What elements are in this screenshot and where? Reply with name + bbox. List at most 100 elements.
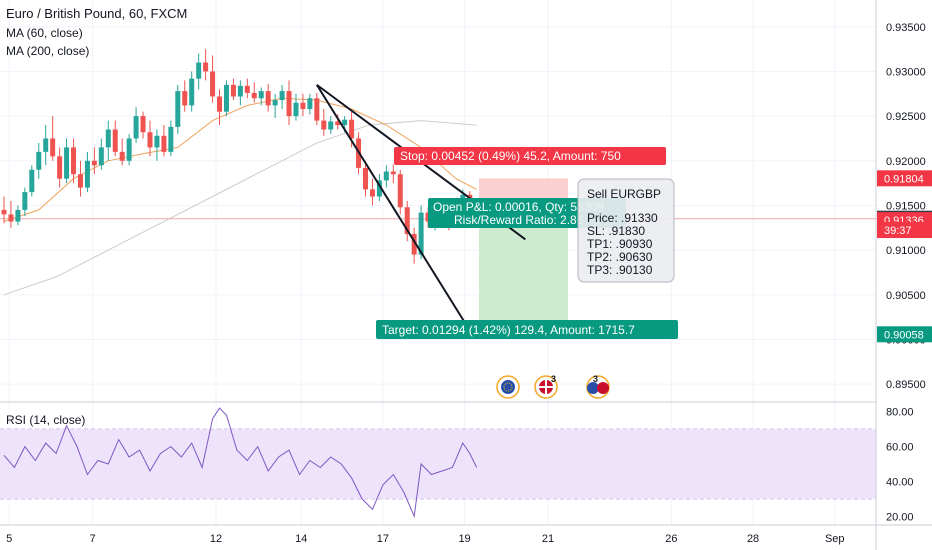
candle-body — [29, 169, 35, 193]
pnl-tag-text: Open P&L: 0.00016, Qty: 55309 — [433, 200, 604, 214]
price-axis[interactable]: 0.93500 0.93000 0.92500 0.92000 0.91500 0.910… — [886, 22, 926, 391]
event-count: 3 — [551, 374, 556, 384]
candle-body — [258, 91, 264, 99]
candle-body — [112, 129, 118, 152]
time-tick-label: Sep — [825, 533, 845, 545]
price-tick-label: 0.93000 — [886, 66, 926, 78]
time-tick-label: 21 — [542, 533, 554, 545]
candle-body — [369, 189, 375, 197]
candle-body — [91, 160, 97, 166]
price-badge-label: 0.91804 — [884, 173, 924, 185]
event-uk[interactable]: 3 — [534, 374, 558, 399]
candle-body — [168, 126, 174, 152]
note-line-3: SL: .91830 — [587, 224, 645, 238]
ma200-line — [3, 120, 477, 296]
candle-body — [300, 102, 306, 109]
candle-body — [383, 171, 389, 181]
candle-body — [390, 171, 396, 175]
candle-body — [154, 135, 160, 148]
candle-body — [57, 156, 63, 179]
candle-body — [147, 132, 153, 148]
ma200-legend[interactable]: MA (200, close) — [6, 44, 89, 58]
candle-body — [223, 84, 229, 112]
uk-flag-disc — [597, 382, 609, 394]
candle-body — [286, 91, 292, 117]
candle-body — [8, 214, 14, 222]
candle-body — [349, 119, 355, 139]
candle-body — [265, 91, 271, 106]
event-count: 3 — [593, 374, 598, 384]
rr-tag-text: Risk/Reward Ratio: 2.86 — [454, 213, 584, 227]
candle-body — [84, 160, 90, 188]
time-tick-label: 26 — [665, 533, 677, 545]
price-tick-label: 0.89500 — [886, 379, 926, 391]
candle-body — [411, 234, 417, 255]
price-tick-label: 0.91500 — [886, 200, 926, 212]
price-tick-label: 0.92500 — [886, 111, 926, 123]
time-tick-label: 14 — [295, 533, 307, 545]
pnl-tag[interactable]: Open P&L: 0.00016, Qty: 55309 Risk/Rewar… — [428, 198, 626, 228]
price-badge — [877, 170, 932, 187]
note-line-2: Price: .91330 — [587, 211, 658, 225]
time-tick-label: 5 — [6, 533, 12, 545]
price-badge-label: 0.90058 — [884, 329, 924, 341]
eu-flag-disc — [587, 382, 599, 394]
time-axis[interactable]: 5 7 12 14 17 19 21 26 28 Sep — [6, 533, 844, 545]
rsi-legend[interactable]: RSI (14, close) — [6, 413, 85, 427]
candle-body — [404, 207, 410, 235]
trade-note-box — [577, 178, 675, 283]
candle-body — [293, 102, 299, 117]
candle-body — [36, 151, 42, 170]
event-eu[interactable] — [496, 375, 520, 399]
note-line-5: TP2: .90630 — [587, 250, 653, 264]
price-badge — [877, 326, 932, 343]
candle-body — [182, 91, 188, 106]
candle-body — [272, 100, 278, 106]
candle-body — [335, 121, 341, 126]
price-tick-label: 0.90500 — [886, 290, 926, 302]
price-tick-label: 0.91000 — [886, 245, 926, 257]
time-tick-label: 7 — [90, 533, 96, 545]
eu-flag-stars — [503, 382, 513, 392]
candle-body — [314, 98, 320, 121]
candle-body — [217, 96, 223, 112]
candle-body — [210, 71, 216, 97]
rsi-tick-label: 80.00 — [886, 407, 914, 419]
trendline-lower[interactable] — [315, 84, 471, 332]
candle-body — [77, 174, 83, 188]
candle-body — [50, 138, 56, 157]
event-eu-uk[interactable]: 3 — [586, 374, 610, 399]
stop-tag[interactable]: Stop: 0.00452 (0.49%) 45.2, Amount: 750 — [394, 147, 666, 165]
candle-body — [196, 62, 202, 79]
ma60-legend[interactable]: MA (60, close) — [6, 26, 83, 40]
candle-body — [363, 167, 369, 190]
rsi-tick-label: 20.00 — [886, 511, 914, 523]
rsi-tick-label: 40.00 — [886, 476, 914, 488]
trade-note[interactable]: Sell EURGBP Price: .91330 SL: .91830 TP1… — [577, 178, 675, 283]
candle-body — [397, 174, 403, 208]
target-tag-text: Target: 0.01294 (1.42%) 129.4, Amount: 1… — [382, 323, 635, 337]
candle-body — [342, 119, 348, 126]
candle-body — [244, 85, 250, 93]
candle-body — [418, 212, 424, 255]
target-tag[interactable]: Target: 0.01294 (1.42%) 129.4, Amount: 1… — [376, 320, 678, 339]
candle-body — [237, 85, 243, 97]
time-tick-label: 28 — [747, 533, 759, 545]
stop-tag-text: Stop: 0.00452 (0.49%) 45.2, Amount: 750 — [400, 149, 621, 163]
candle-body — [15, 209, 21, 222]
note-line-4: TP1: .90930 — [587, 237, 653, 251]
event-markers[interactable]: 3 3 — [496, 374, 610, 399]
note-line-1: Sell EURGBP — [587, 187, 661, 201]
price-tick-label: 0.93500 — [886, 22, 926, 34]
symbol-title[interactable]: Euro / British Pound, 60, FXCM — [6, 6, 187, 21]
candle-body — [279, 91, 285, 101]
candle-body — [307, 98, 313, 109]
rsi-line — [3, 407, 478, 519]
note-line-6: TP3: .90130 — [587, 263, 653, 277]
rsi-axis[interactable]: 80.00 60.00 40.00 20.00 — [886, 407, 914, 524]
eu-flag-disc — [501, 380, 515, 394]
target-zone[interactable] — [479, 218, 568, 335]
candle-body — [321, 120, 327, 130]
candle-body — [189, 78, 195, 106]
